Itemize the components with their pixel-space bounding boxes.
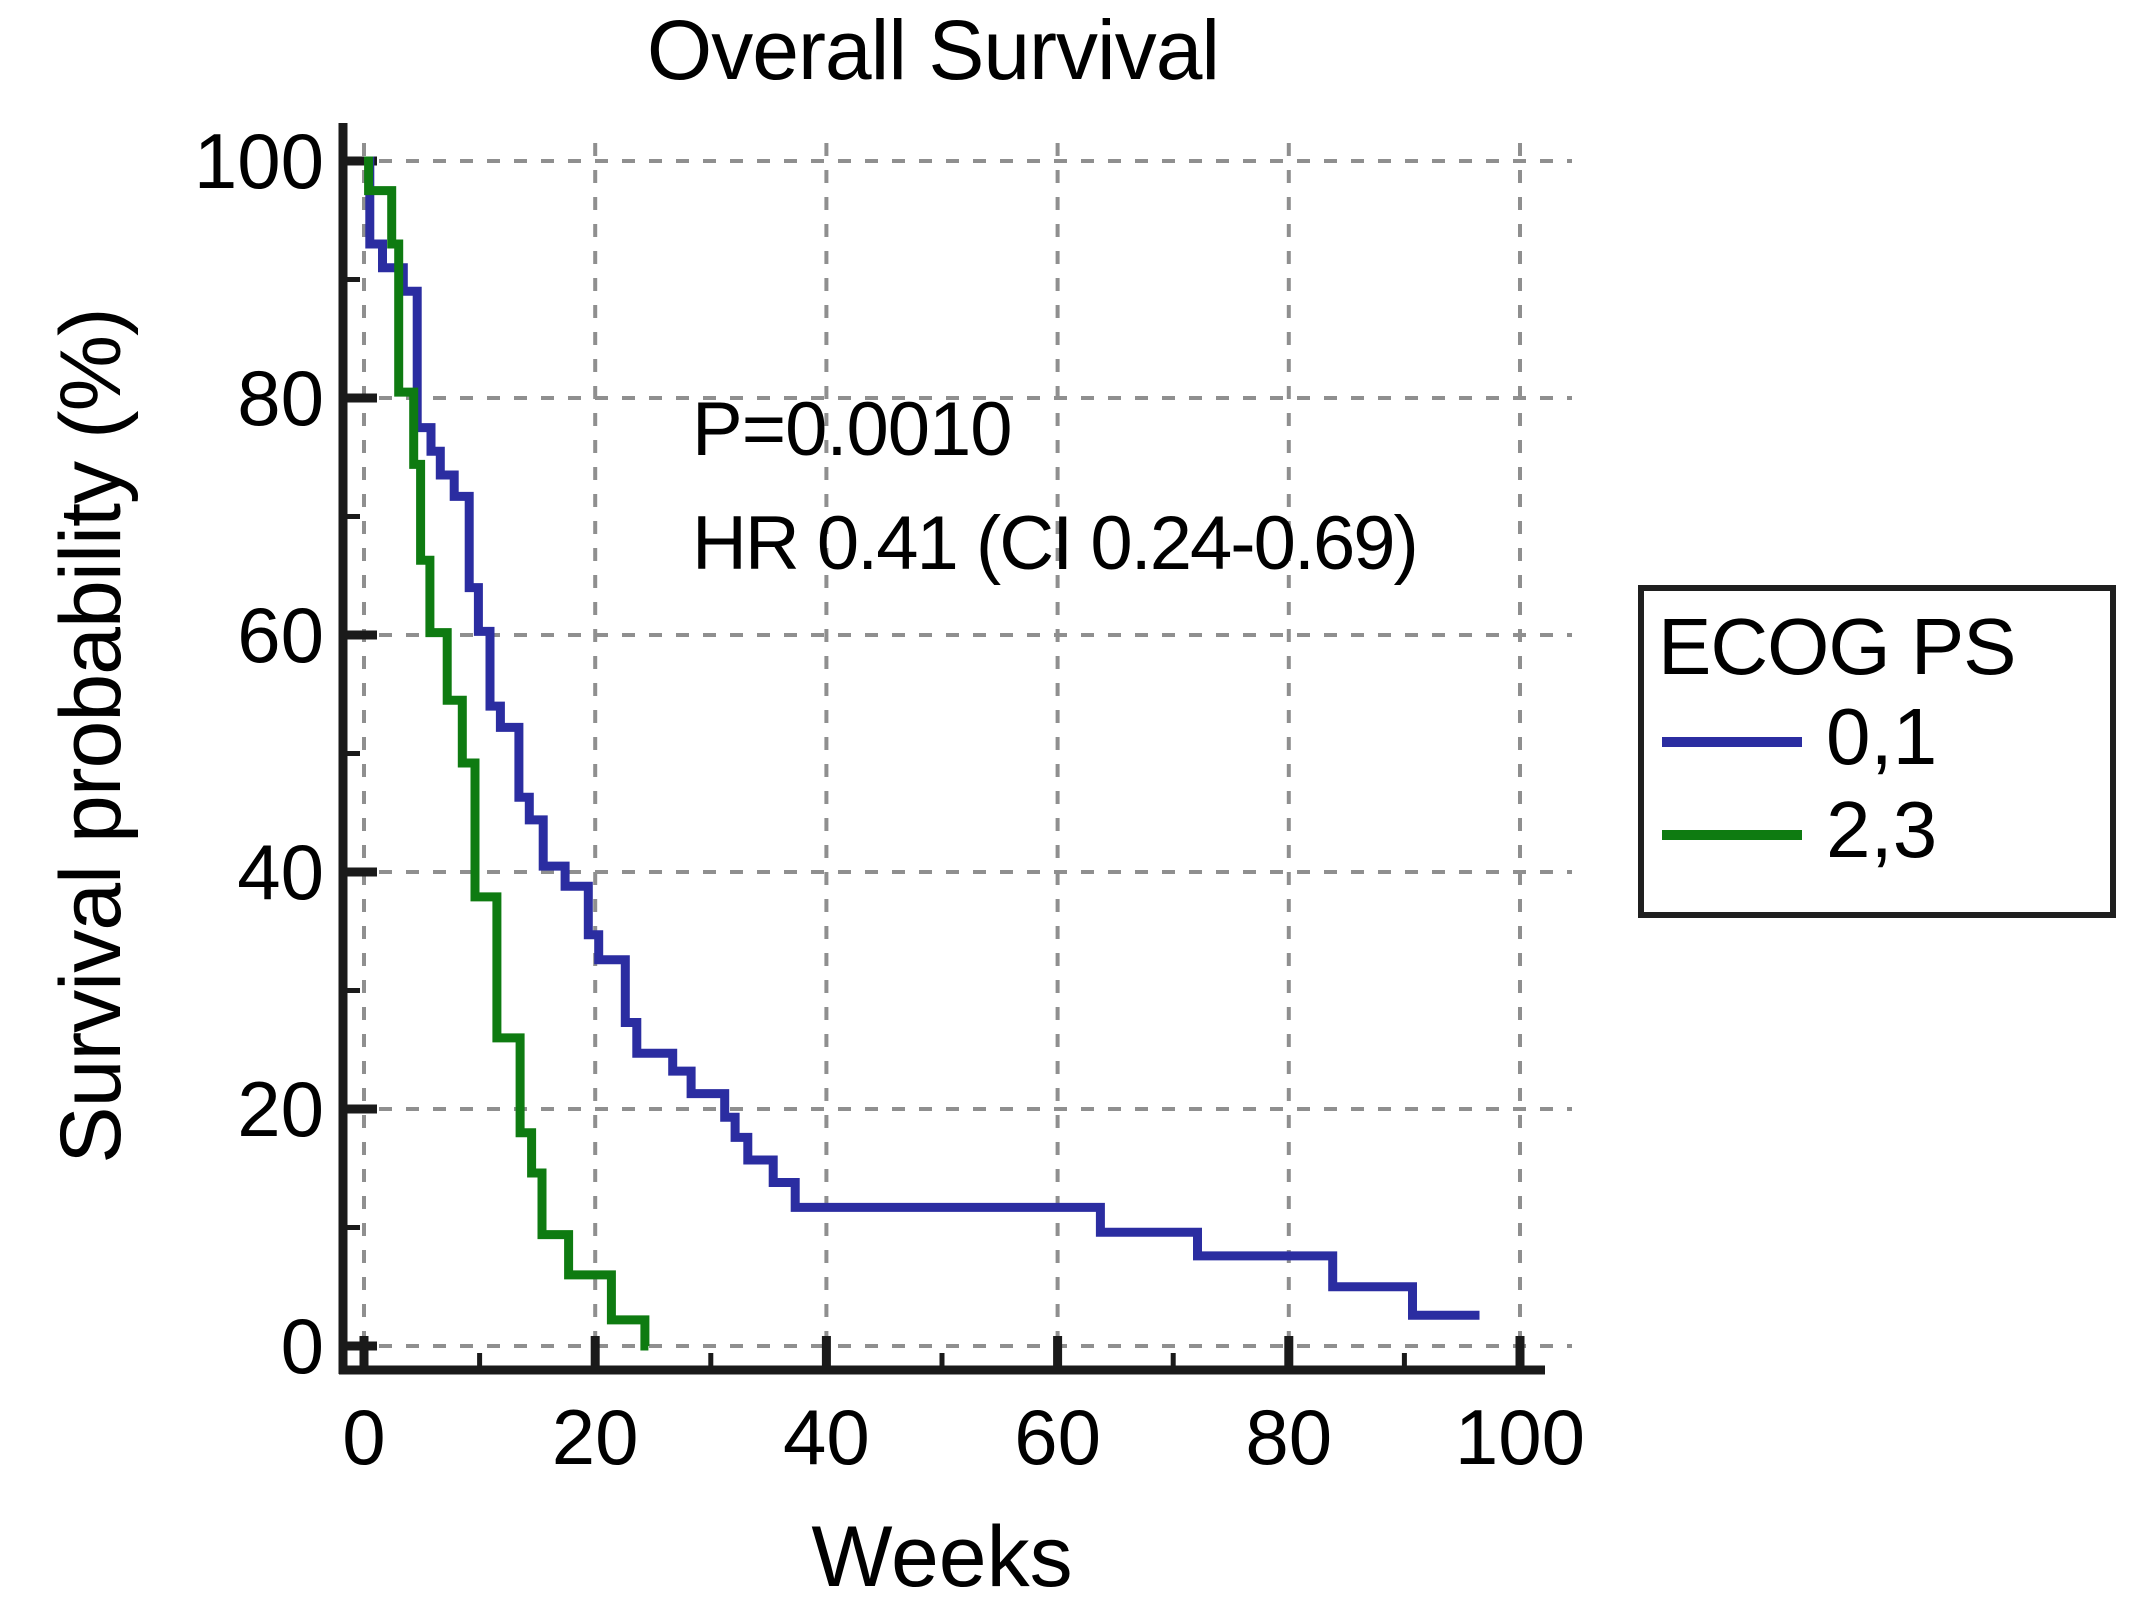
x-axis-label: Weeks	[811, 1509, 1073, 1605]
y-tick-label: 40	[237, 828, 324, 916]
series-line-ecog-0-1	[364, 156, 1480, 1320]
legend: ECOG PS 0,1 2,3	[1638, 585, 2116, 918]
p-value-annotation: P=0.0010	[692, 387, 1013, 472]
x-tick-label: 40	[783, 1393, 870, 1481]
chart-title: Overall Survival	[646, 3, 1220, 97]
y-tick-label: 20	[237, 1065, 324, 1153]
legend-label-ecog-01: 0,1	[1826, 692, 1938, 781]
y-tick-label: 100	[193, 117, 324, 205]
y-tick-label: 80	[237, 354, 324, 442]
x-tick-label: 80	[1245, 1393, 1333, 1481]
legend-title: ECOG PS	[1658, 602, 2017, 691]
y-tick-label: 0	[280, 1302, 324, 1390]
x-tick-label: 0	[342, 1393, 386, 1481]
legend-line-sample-blue	[1662, 737, 1802, 747]
x-tick-label: 60	[1014, 1393, 1101, 1481]
legend-label-ecog-23: 2,3	[1826, 785, 1938, 874]
x-tick-label: 100	[1454, 1393, 1586, 1481]
hazard-ratio-annotation: HR 0.41 (CI 0.24-0.69)	[692, 501, 1419, 586]
x-tick-label: 20	[551, 1393, 639, 1481]
series-line-ecog-2-3	[364, 156, 650, 1351]
y-tick-label: 60	[237, 591, 324, 679]
legend-line-sample-green	[1662, 830, 1802, 840]
